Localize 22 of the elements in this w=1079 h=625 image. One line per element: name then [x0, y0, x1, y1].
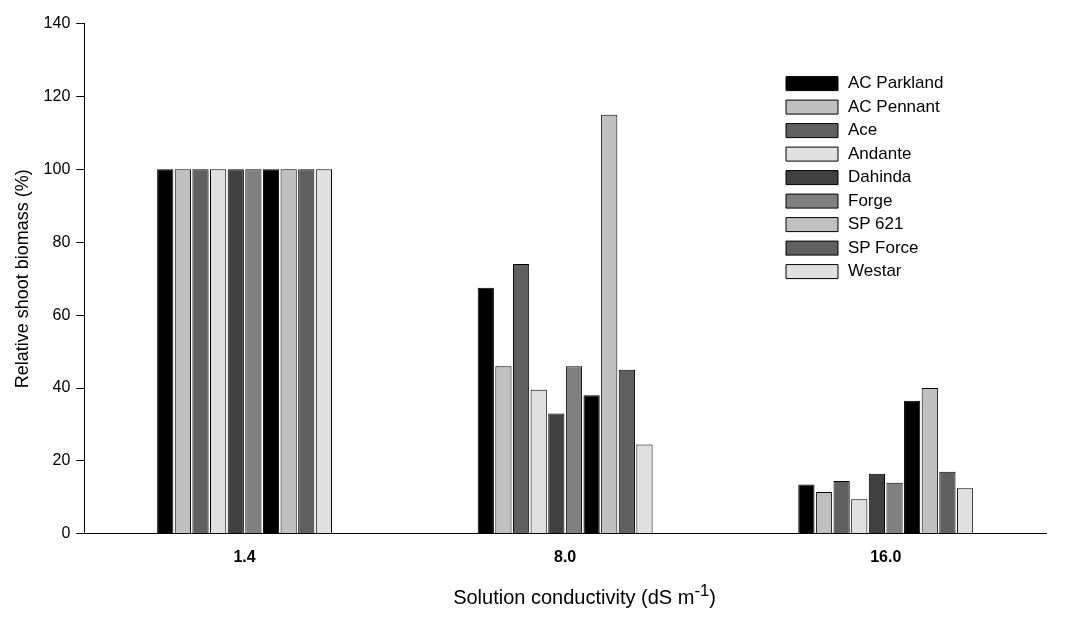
legend-label: AC Pennant: [848, 96, 940, 116]
y-tick-label: 100: [43, 159, 71, 177]
legend-label: Forge: [848, 190, 893, 210]
x-axis-title: Solution conductivity (dS m$^{-1}$): [452, 581, 717, 609]
legend-label: Andante: [848, 143, 912, 163]
y-axis-title: Relative shoot biomass (%): [11, 169, 32, 389]
x-tick-label: 16.0: [870, 547, 902, 565]
legend-label: Dahinda: [848, 167, 912, 187]
y-tick-label: 120: [43, 86, 71, 104]
legend-label: SP 621: [848, 214, 904, 234]
legend-label: Westar: [848, 261, 902, 281]
y-tick-label: 20: [52, 451, 71, 469]
legend-label: AC Parkland: [848, 73, 944, 93]
y-tick-label: 0: [61, 524, 71, 542]
y-tick-label: 80: [52, 232, 71, 250]
y-tick-label: 140: [43, 14, 71, 32]
legend-label: SP Force: [848, 237, 919, 257]
y-tick-label: 60: [52, 305, 71, 323]
x-tick-label: 1.4: [233, 547, 256, 565]
x-tick-label: 8.0: [554, 547, 577, 565]
y-tick-label: 40: [52, 378, 71, 396]
legend-label: Ace: [848, 120, 878, 140]
